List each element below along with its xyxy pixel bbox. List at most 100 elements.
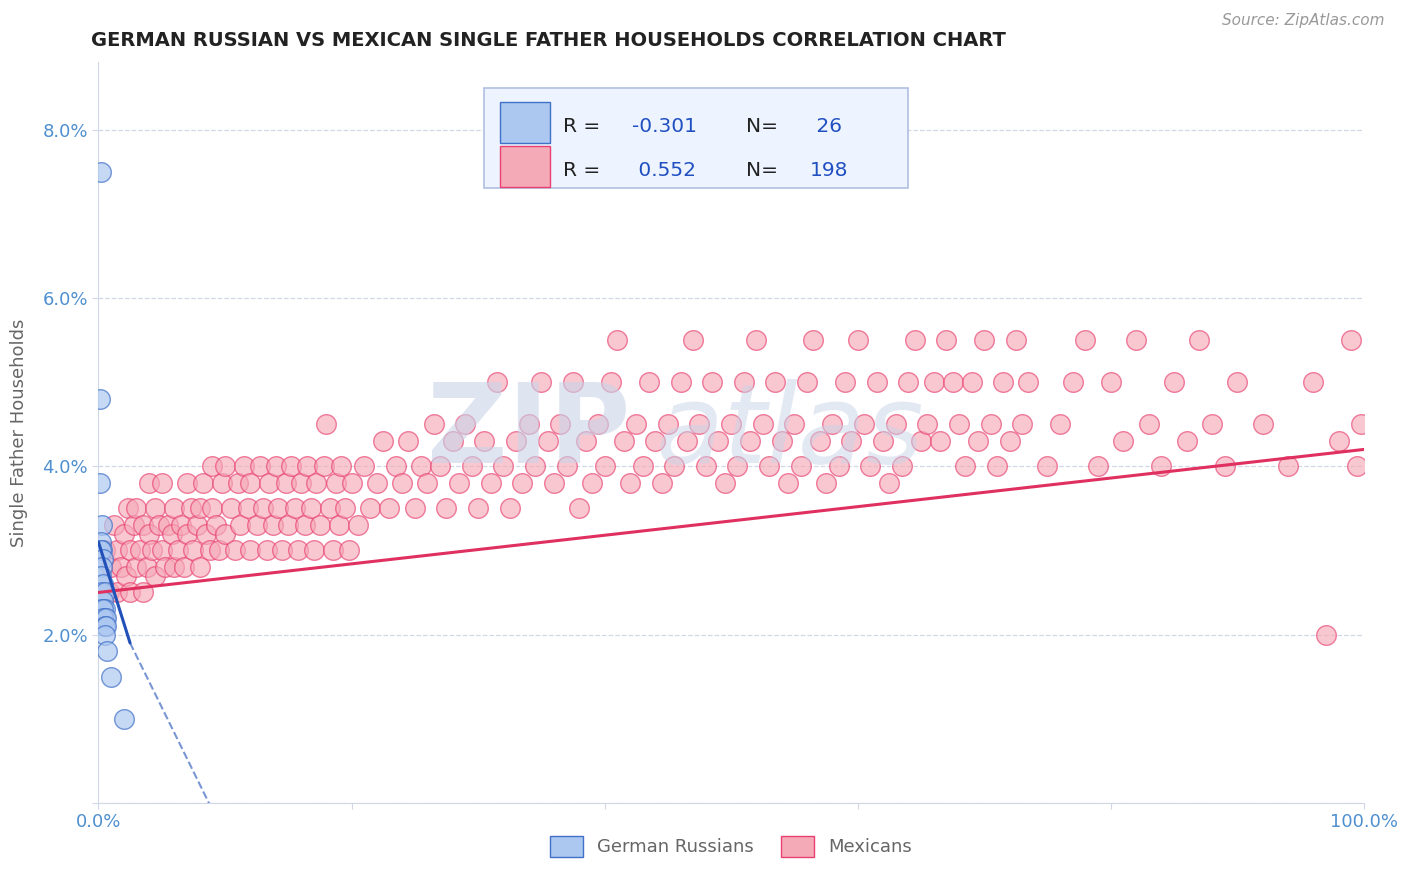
Point	[1347, 459, 1369, 474]
Point	[695, 459, 717, 474]
Point	[93, 543, 117, 558]
Point	[688, 417, 710, 432]
Point	[120, 543, 141, 558]
Point	[821, 417, 844, 432]
Point	[93, 627, 117, 641]
Point	[1175, 434, 1198, 448]
Text: -0.301: -0.301	[633, 117, 697, 136]
Point	[1017, 375, 1039, 389]
Point	[321, 543, 344, 558]
Point	[745, 333, 768, 347]
Point	[834, 375, 856, 389]
Point	[922, 375, 945, 389]
Point	[637, 375, 661, 389]
Point	[396, 434, 419, 448]
Point	[1011, 417, 1033, 432]
Point	[330, 459, 353, 474]
Point	[91, 585, 114, 599]
Point	[239, 543, 262, 558]
Point	[872, 434, 894, 448]
Point	[499, 501, 522, 516]
FancyBboxPatch shape	[499, 146, 550, 186]
Point	[290, 476, 312, 491]
Point	[1087, 459, 1109, 474]
Text: N=: N=	[747, 117, 785, 136]
Point	[436, 501, 458, 516]
Point	[284, 501, 307, 516]
Point	[1213, 459, 1236, 474]
Point	[93, 602, 115, 616]
Point	[305, 476, 328, 491]
Point	[910, 434, 932, 448]
Point	[548, 417, 571, 432]
Point	[725, 459, 748, 474]
Point	[97, 585, 120, 599]
Point	[205, 518, 228, 533]
Point	[1074, 333, 1097, 347]
Point	[224, 543, 246, 558]
Point	[884, 417, 907, 432]
Point	[93, 602, 117, 616]
Point	[180, 501, 202, 516]
Point	[145, 568, 166, 582]
Point	[169, 518, 191, 533]
Point	[877, 476, 900, 491]
Point	[262, 518, 284, 533]
Point	[96, 644, 118, 658]
Point	[100, 670, 122, 684]
Point	[122, 518, 145, 533]
Point	[249, 459, 271, 474]
Point	[378, 501, 401, 516]
Point	[606, 333, 628, 347]
Point	[801, 333, 824, 347]
Point	[371, 434, 394, 448]
Point	[93, 577, 115, 591]
Point	[267, 501, 290, 516]
Point	[214, 459, 236, 474]
Point	[422, 417, 444, 432]
Point	[346, 518, 368, 533]
Point	[1302, 375, 1324, 389]
Point	[991, 375, 1014, 389]
Point	[188, 501, 211, 516]
Legend: German Russians, Mexicans: German Russians, Mexicans	[543, 829, 920, 864]
Point	[129, 543, 152, 558]
Point	[366, 476, 388, 491]
Point	[145, 501, 166, 516]
Point	[740, 434, 762, 448]
Point	[733, 375, 755, 389]
Point	[574, 434, 596, 448]
Point	[157, 518, 180, 533]
Point	[270, 543, 294, 558]
Point	[555, 459, 578, 474]
Point	[814, 476, 837, 491]
Point	[998, 434, 1021, 448]
Point	[543, 476, 565, 491]
Point	[125, 501, 148, 516]
Point	[942, 375, 965, 389]
Point	[294, 518, 316, 533]
Point	[1201, 417, 1223, 432]
Point	[955, 459, 977, 474]
Point	[599, 375, 621, 389]
Point	[593, 459, 616, 474]
Point	[91, 518, 114, 533]
Point	[107, 585, 129, 599]
Point	[112, 526, 135, 541]
Point	[183, 543, 205, 558]
Point	[454, 417, 477, 432]
Point	[138, 476, 160, 491]
Point	[657, 417, 679, 432]
Point	[758, 459, 780, 474]
Point	[201, 459, 224, 474]
Point	[1125, 333, 1147, 347]
Point	[93, 594, 115, 608]
Point	[429, 459, 451, 474]
Point	[335, 501, 357, 516]
Point	[211, 476, 233, 491]
Point	[1036, 459, 1059, 474]
Point	[150, 476, 173, 491]
Point	[1099, 375, 1122, 389]
Point	[89, 476, 111, 491]
Point	[929, 434, 952, 448]
